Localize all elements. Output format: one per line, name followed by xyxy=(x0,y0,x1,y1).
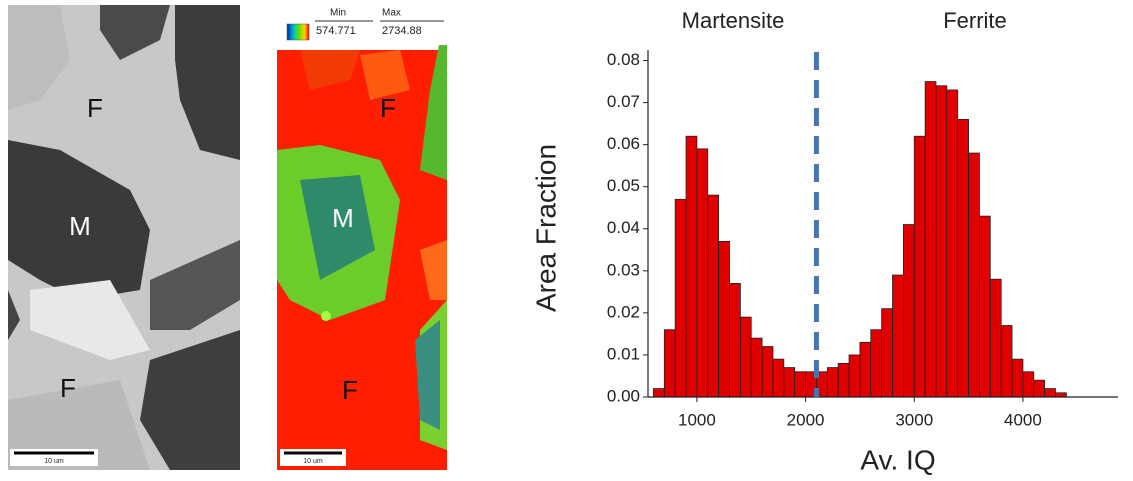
bar xyxy=(1022,371,1035,398)
bar xyxy=(848,354,861,398)
bar xyxy=(707,194,720,398)
bar xyxy=(718,240,730,398)
y-tick-label: 0.08 xyxy=(607,50,640,69)
y-axis-label: Area Fraction xyxy=(530,144,561,312)
bar xyxy=(1011,358,1024,398)
bar xyxy=(1033,379,1046,398)
bar xyxy=(859,341,872,398)
scale-bar-label: 10 um xyxy=(303,458,323,465)
bar xyxy=(696,148,709,398)
bar xyxy=(1044,388,1056,398)
x-tick-label: 2000 xyxy=(787,410,825,429)
bar xyxy=(870,329,883,398)
phase-label: F xyxy=(342,375,358,405)
colorbar xyxy=(286,23,310,41)
legend-label: Min xyxy=(330,8,346,19)
bar xyxy=(935,85,948,398)
bar xyxy=(653,388,665,398)
bar xyxy=(946,89,959,398)
y-tick-label: 0.04 xyxy=(607,218,640,237)
y-tick-label: 0.07 xyxy=(607,92,640,111)
bar xyxy=(837,362,850,398)
bar xyxy=(794,371,806,398)
bar xyxy=(674,198,687,398)
bar xyxy=(881,308,893,398)
annotation: Ferrite xyxy=(943,8,1007,33)
bar xyxy=(913,135,926,398)
bar xyxy=(685,135,698,398)
bar xyxy=(924,81,937,398)
y-tick-label: 0.06 xyxy=(607,134,640,153)
phase-label: F xyxy=(87,93,103,123)
x-tick-label: 3000 xyxy=(895,410,933,429)
bar xyxy=(902,224,915,398)
y-tick-label: 0.00 xyxy=(607,386,640,405)
legend-label: Max xyxy=(382,8,401,19)
x-tick-label: 4000 xyxy=(1004,410,1042,429)
x-tick-label: 1000 xyxy=(678,410,716,429)
bar xyxy=(750,337,763,398)
micrograph-iq: F M F 10 um xyxy=(8,5,240,470)
phase-label: F xyxy=(60,373,76,403)
micrograph-map: F M F 10 um Min Max 574.771 2734.88 xyxy=(277,3,447,470)
x-axis-label: Av. IQ xyxy=(860,444,935,475)
bar xyxy=(968,152,980,398)
phase-label: F xyxy=(380,93,396,123)
bar xyxy=(729,283,741,398)
bar xyxy=(979,215,991,398)
histogram-chart: Martensite Ferrite Av. IQ Area Fraction … xyxy=(530,8,1118,475)
bar xyxy=(1000,325,1013,398)
bar xyxy=(826,367,839,398)
y-tick-label: 0.05 xyxy=(607,176,640,195)
bar xyxy=(761,346,774,398)
legend-value: 574.771 xyxy=(316,25,356,37)
legend-value: 2734.88 xyxy=(382,25,422,37)
bar xyxy=(1055,392,1067,398)
scale-bar-label: 10 um xyxy=(44,458,64,465)
y-tick-label: 0.01 xyxy=(607,344,640,363)
annotation: Martensite xyxy=(682,8,785,33)
phase-label: M xyxy=(69,211,91,241)
bar xyxy=(892,274,904,398)
bar xyxy=(772,358,785,398)
bar xyxy=(663,329,676,398)
phase-label: M xyxy=(332,203,354,233)
bar xyxy=(989,278,1002,398)
y-tick-label: 0.02 xyxy=(607,302,640,321)
y-tick-label: 0.03 xyxy=(607,260,640,279)
bar xyxy=(783,367,796,398)
bar xyxy=(957,119,969,398)
bar xyxy=(739,316,752,398)
